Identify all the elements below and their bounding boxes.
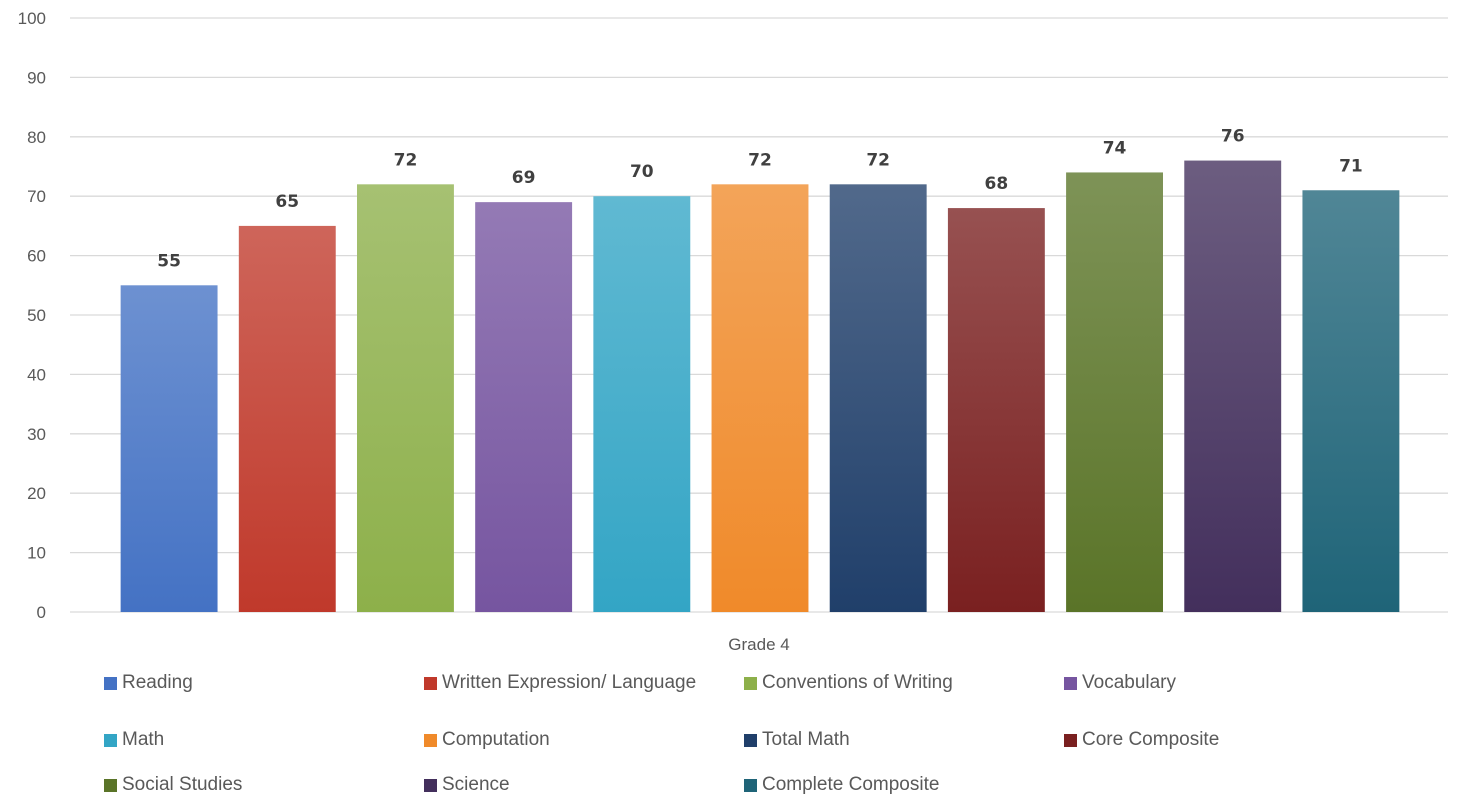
data-label: 65 — [275, 192, 299, 212]
bar-total-math — [829, 184, 927, 612]
legend-swatch — [104, 733, 117, 747]
legend-label: Conventions of Writing — [762, 672, 953, 693]
y-tick-label: 80 — [27, 128, 46, 147]
legend-swatch — [104, 676, 117, 690]
bar-science — [1184, 160, 1282, 612]
data-labels: 55 65 72 69 70 72 72 68 74 76 71 — [157, 127, 1362, 272]
y-tick-label: 30 — [27, 425, 46, 444]
data-label: 74 — [1103, 138, 1127, 158]
legend-label: Written Expression/ Language — [442, 672, 697, 693]
data-label: 76 — [1221, 127, 1245, 147]
legend-swatch — [424, 778, 437, 792]
legend-item: Written Expression/ Language — [424, 672, 696, 694]
legend-swatch — [1064, 676, 1077, 690]
legend-label: Total Math — [762, 729, 850, 750]
legend-item: Core Composite — [1064, 729, 1219, 751]
y-tick-label: 10 — [27, 544, 46, 563]
legend-label: Computation — [442, 729, 550, 750]
bar-written-expression-language — [238, 225, 336, 612]
legend-item: Computation — [424, 729, 550, 751]
legend-label: Social Studies — [122, 774, 243, 795]
legend-swatch — [744, 733, 757, 747]
bar-social-studies — [1066, 172, 1163, 612]
legend-item: Science — [424, 774, 510, 796]
legend-item: Vocabulary — [1064, 672, 1176, 694]
data-label: 70 — [630, 162, 654, 182]
legend-item: Reading — [104, 672, 193, 694]
bar-reading — [120, 285, 218, 612]
legend-swatch — [1064, 733, 1077, 747]
legend-label: Reading — [122, 672, 193, 693]
legend-label: Core Composite — [1082, 729, 1220, 750]
bars — [120, 160, 1400, 612]
data-label: 55 — [157, 251, 181, 271]
legend-label: Vocabulary — [1082, 672, 1177, 693]
y-tick-label: 0 — [37, 603, 46, 622]
y-tick-label: 40 — [27, 365, 46, 384]
bar-vocabulary — [475, 202, 573, 612]
legend-item: Total Math — [744, 729, 850, 751]
x-category-label: Grade 4 — [728, 635, 789, 654]
axes: 0 10 20 30 40 50 60 70 80 90 100 Grade 4 — [18, 9, 790, 654]
data-label: 72 — [748, 150, 772, 170]
data-label: 69 — [512, 168, 536, 188]
legend-item: Complete Composite — [744, 774, 939, 796]
bar-conventions-of-writing — [357, 184, 454, 612]
y-tick-label: 60 — [27, 247, 46, 266]
y-tick-label: 90 — [27, 68, 46, 87]
legend-label: Math — [122, 729, 165, 750]
legend-swatch — [744, 676, 757, 690]
legend-item: Conventions of Writing — [744, 672, 953, 694]
data-label: 72 — [394, 150, 418, 170]
legend-swatch — [424, 733, 437, 747]
legend-label: Science — [442, 774, 510, 795]
bar-math — [593, 196, 691, 612]
legend-swatch — [744, 778, 757, 792]
y-tick-label: 20 — [27, 484, 46, 503]
data-label: 72 — [866, 150, 890, 170]
y-tick-label: 100 — [18, 9, 46, 28]
legend-swatch — [424, 676, 437, 690]
y-tick-label: 70 — [27, 187, 46, 206]
legend-item: Math — [104, 729, 164, 751]
bar-complete-composite — [1302, 190, 1400, 612]
bar-core-composite — [947, 208, 1045, 612]
y-tick-label: 50 — [27, 306, 46, 325]
data-label: 68 — [985, 174, 1009, 194]
data-label: 71 — [1339, 156, 1363, 176]
legend-label: Complete Composite — [762, 774, 940, 795]
bar-chart-plot: 55 65 72 69 70 72 72 68 74 76 71 0 10 20 30 40 50 60 70 80… — [18, 9, 1448, 654]
bar-computation — [711, 184, 809, 612]
legend-swatch — [104, 778, 117, 792]
legend-item: Social Studies — [104, 774, 242, 796]
